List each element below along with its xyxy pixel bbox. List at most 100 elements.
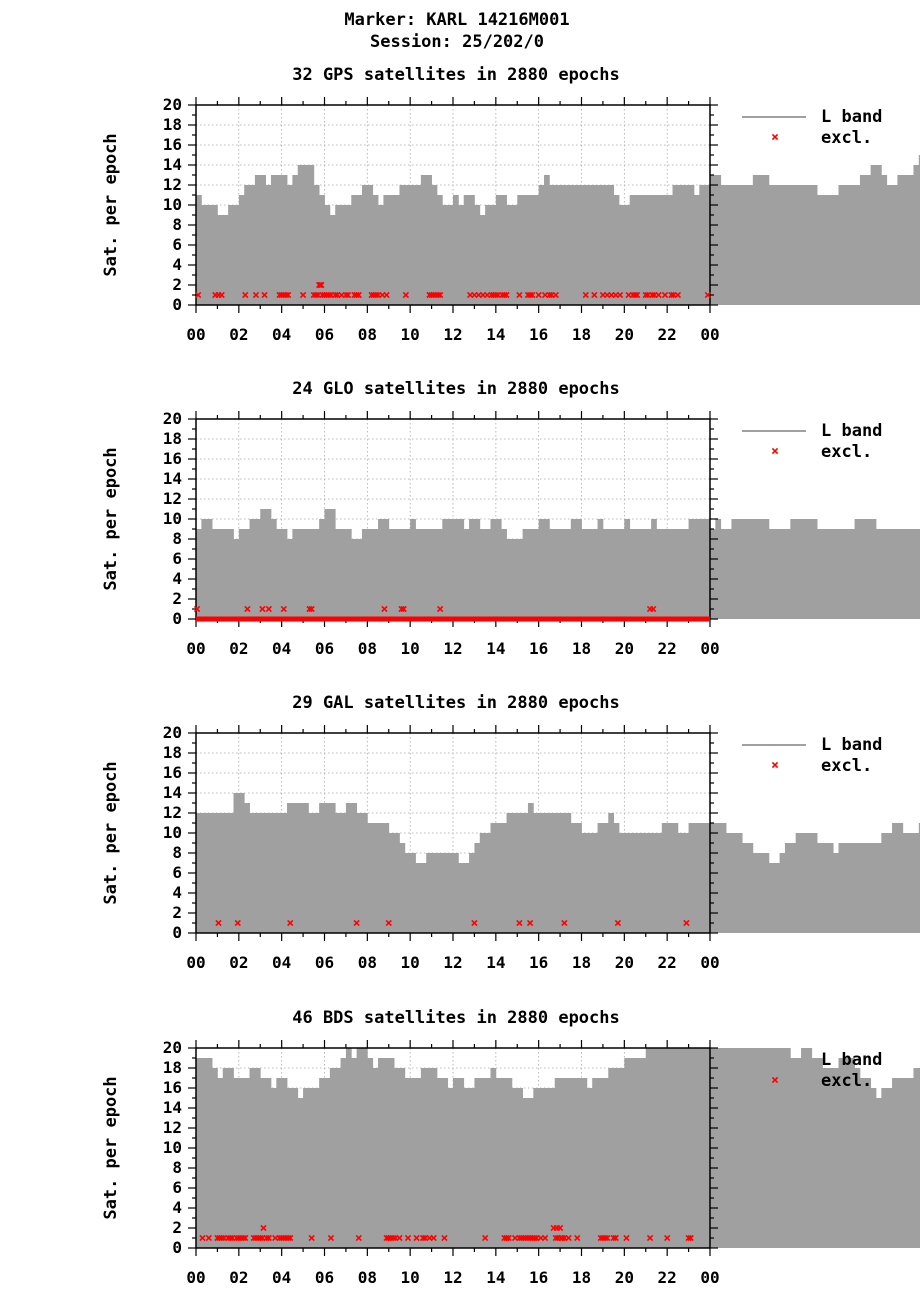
lband-bar — [736, 833, 743, 933]
y-tick-label: 10 — [163, 195, 182, 214]
lband-bar — [538, 185, 545, 305]
lband-bar — [254, 175, 261, 305]
lband-bar — [394, 833, 400, 933]
lband-bar — [597, 823, 604, 933]
marker-title: Marker: KARL 14216M001 — [344, 10, 569, 30]
excl-marker — [623, 1234, 630, 1242]
lband-bar — [222, 813, 229, 933]
lband-bar — [581, 185, 588, 305]
excl-marker — [556, 1224, 564, 1232]
lband-bar — [849, 1058, 855, 1248]
x-tick-label: 12 — [443, 1268, 462, 1287]
lband-bar — [592, 1078, 598, 1248]
lband-bar — [827, 529, 834, 619]
lband-bar — [249, 519, 256, 619]
excl-marker — [664, 1234, 671, 1242]
chart-panel: 29 GAL satellites in 2880 epochs02468101… — [101, 693, 920, 972]
lband-bar — [586, 833, 593, 933]
x-tick-label: 08 — [358, 953, 377, 972]
lband-bar — [463, 529, 470, 619]
y-tick-label: 4 — [172, 255, 182, 274]
x-tick-label: 00 — [700, 953, 719, 972]
lband-bar — [206, 519, 213, 619]
lband-bar — [538, 813, 545, 933]
lband-bar — [565, 813, 572, 933]
excl-marker — [355, 291, 362, 299]
lband-bar — [463, 863, 470, 933]
lband-bar — [586, 185, 593, 305]
lband-bar — [629, 833, 636, 933]
lband-bar — [329, 1068, 336, 1248]
lband-bar — [908, 1078, 914, 1248]
lband-bar — [217, 1078, 224, 1248]
lband-bar — [238, 793, 245, 933]
y-tick-label: 6 — [172, 1178, 182, 1197]
lband-bar — [613, 1068, 620, 1248]
lband-bar — [549, 813, 556, 933]
lband-bar — [517, 195, 524, 305]
excl-marker — [353, 919, 360, 927]
excl-marker — [501, 291, 508, 299]
lband-bar — [854, 1068, 861, 1248]
legend-excl-marker — [771, 133, 779, 141]
lband-bar — [431, 1068, 438, 1248]
lband-bar — [281, 813, 288, 933]
lband-bar — [260, 175, 267, 305]
lband-bar — [656, 529, 663, 619]
lband-bar — [442, 205, 449, 305]
lband-bar — [720, 823, 727, 933]
chart-title: 32 GPS satellites in 2880 epochs — [292, 65, 620, 85]
excl-marker — [312, 291, 320, 299]
lband-bar — [913, 165, 920, 305]
excl-marker — [661, 291, 669, 299]
lband-bar — [388, 529, 395, 619]
lband-bar — [335, 1068, 341, 1248]
excl-marker — [252, 291, 260, 299]
y-tick-label: 14 — [163, 783, 182, 802]
lband-bar — [865, 175, 872, 305]
legend-excl-marker — [771, 1076, 779, 1084]
lband-bar — [667, 529, 673, 619]
excl-marker — [552, 1234, 559, 1242]
lband-bar — [340, 205, 347, 305]
lband-bar — [570, 519, 577, 619]
lband-bar — [254, 813, 261, 933]
y-tick-label: 0 — [172, 923, 182, 942]
lband-bar — [212, 529, 218, 619]
lband-bar — [410, 1078, 416, 1248]
y-tick-label: 18 — [163, 743, 182, 762]
excl-marker — [631, 291, 639, 299]
lband-bar — [908, 529, 914, 619]
lband-bar — [538, 1088, 545, 1248]
lband-bar — [281, 175, 288, 305]
lband-bar — [629, 529, 636, 619]
excl-marker — [263, 1234, 270, 1242]
lband-bar — [763, 853, 770, 933]
x-tick-label: 18 — [572, 953, 591, 972]
lband-bar — [517, 1088, 524, 1248]
lband-bar — [752, 853, 759, 933]
lband-bar — [902, 175, 909, 305]
y-tick-label: 12 — [163, 489, 182, 508]
lband-bar — [265, 509, 272, 619]
excl-marker — [559, 1234, 566, 1242]
lband-bar — [763, 175, 770, 305]
lband-bar — [212, 1068, 218, 1248]
lband-bar — [270, 175, 277, 305]
lband-bar — [881, 529, 888, 619]
lband-bar — [801, 833, 807, 933]
lband-bar — [854, 843, 861, 933]
excl-marker — [234, 919, 241, 927]
lband-bar — [715, 175, 722, 305]
lband-bar — [908, 833, 914, 933]
lband-bar — [212, 813, 218, 933]
lband-bar — [378, 823, 384, 933]
excl-marker — [574, 1234, 581, 1242]
y-tick-label: 18 — [163, 429, 182, 448]
lband-bar — [779, 853, 786, 933]
excl-marker — [257, 1234, 264, 1242]
legend-lband-label: L band — [821, 735, 882, 755]
lband-bar — [265, 185, 272, 305]
lband-bar — [726, 185, 732, 305]
lband-bar — [217, 529, 224, 619]
